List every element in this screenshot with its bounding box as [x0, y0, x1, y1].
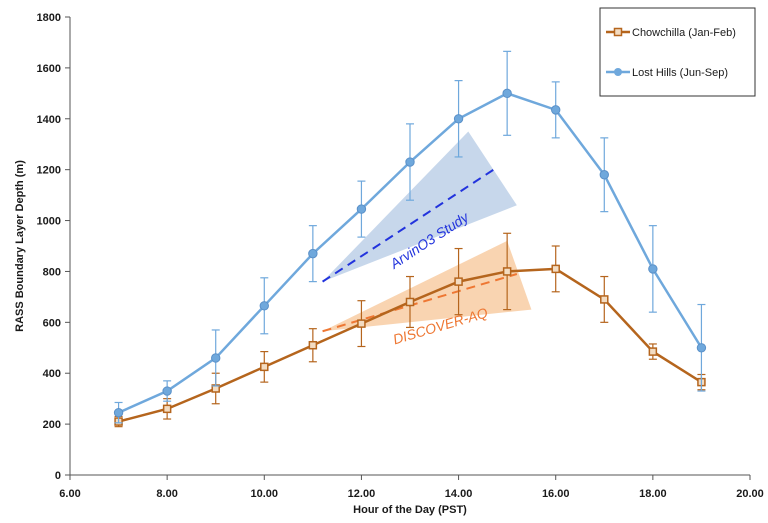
y-tick-label: 1400	[37, 114, 61, 126]
legend-label: Chowchilla (Jan-Feb)	[632, 27, 736, 39]
y-tick-label: 1600	[37, 63, 61, 75]
y-tick-label: 1800	[37, 12, 61, 24]
legend-swatch-marker	[613, 27, 623, 37]
legend: Chowchilla (Jan-Feb) Lost Hills (Jun-Sep)	[599, 7, 756, 97]
legend-label: Lost Hills (Jun-Sep)	[632, 67, 728, 79]
y-tick-label: 1000	[37, 216, 61, 228]
y-tick-label: 400	[43, 368, 61, 380]
annotation-bands	[322, 131, 532, 333]
data-point	[260, 362, 269, 372]
data-point	[454, 277, 463, 286]
data-point	[405, 157, 415, 167]
data-point	[502, 267, 512, 276]
legend-swatch-marker	[614, 68, 622, 76]
data-point	[405, 297, 415, 307]
x-tick-label: 14.00	[445, 488, 473, 500]
x-tick-label: 8.00	[156, 488, 177, 500]
data-point	[599, 170, 609, 180]
data-point	[696, 343, 707, 353]
y-tick-label: 200	[43, 419, 61, 431]
annotation-trend-line	[322, 273, 518, 333]
data-point	[308, 248, 318, 259]
legend-box	[599, 7, 756, 97]
data-point	[551, 105, 561, 115]
x-tick-label: 10.00	[251, 488, 279, 500]
data-point	[162, 404, 172, 414]
data-point	[357, 319, 366, 328]
x-axis-title: Hour of the Day (PST)	[353, 504, 467, 516]
legend-items: Chowchilla (Jan-Feb) Lost Hills (Jun-Sep)	[606, 27, 736, 79]
data-point	[600, 295, 609, 304]
x-tick-label: 6.00	[59, 488, 80, 500]
x-tick-label: 20.00	[736, 488, 764, 500]
y-tick-label: 600	[43, 317, 61, 329]
y-tick-label: 800	[43, 266, 61, 278]
data-point	[113, 407, 124, 418]
annotation-trend-line	[322, 166, 498, 283]
y-tick-label: 0	[55, 470, 61, 482]
x-tick-label: 12.00	[348, 488, 376, 500]
data-point	[356, 204, 367, 214]
data-point	[551, 264, 560, 274]
data-point	[308, 340, 318, 350]
series-group	[113, 50, 707, 424]
x-tick-label: 16.00	[542, 488, 570, 500]
annotation-band	[322, 131, 517, 282]
y-tick-label: 1200	[37, 165, 61, 177]
y-axis-title: RASS Boundary Layer Depth (m)	[14, 160, 26, 332]
data-point	[211, 353, 221, 363]
x-ticks: 6.00 8.00 10.00 12.00 14.00 16.00 18.00 20.00	[59, 475, 764, 500]
data-point	[648, 347, 658, 356]
data-point	[259, 301, 269, 311]
data-point	[162, 386, 172, 396]
data-point	[453, 114, 464, 124]
data-point	[648, 264, 658, 274]
axes: 0 200 400 600 800 1000 1200 1400 1600 1800 6.00 8.…	[14, 12, 764, 516]
data-point	[502, 88, 512, 99]
data-series	[113, 50, 707, 428]
y-ticks: 0 200 400 600 800 1000 1200 1400 1600 1800	[37, 12, 70, 482]
x-tick-label: 18.00	[639, 488, 667, 500]
annotation-band	[322, 240, 532, 332]
